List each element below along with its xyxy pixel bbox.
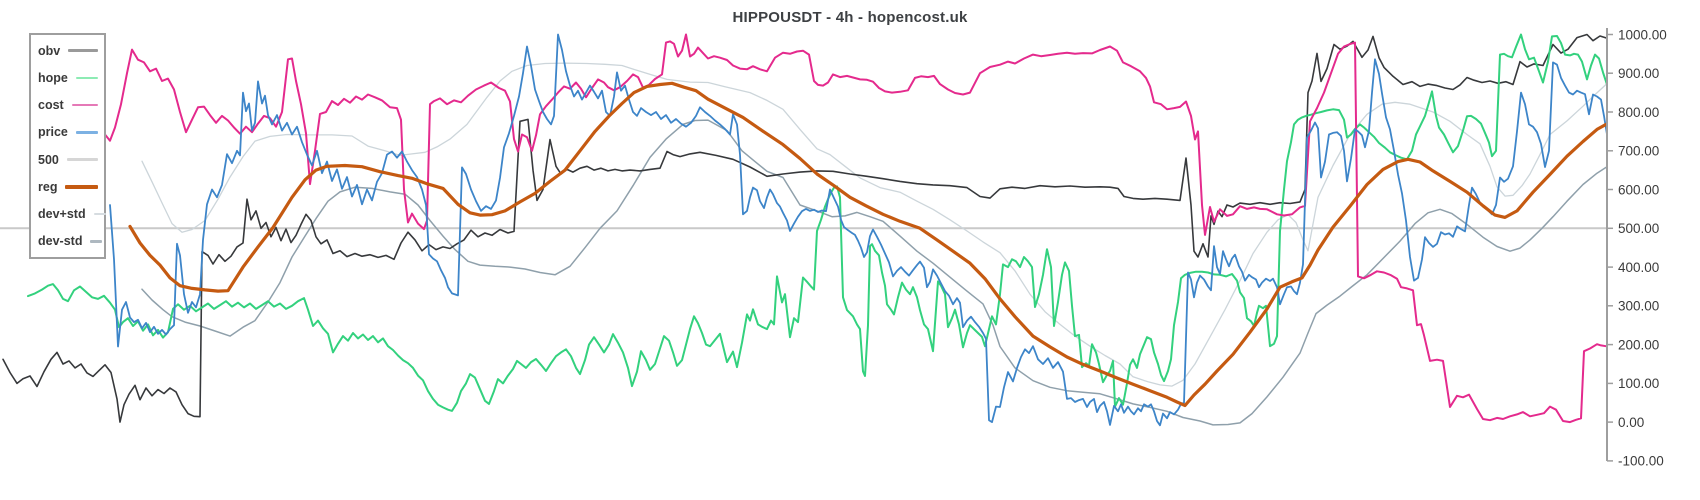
legend-label-dev+std: dev+std (38, 207, 86, 222)
legend-item-price[interactable]: price (31, 119, 104, 145)
legend-line-sample-dev+std (93, 212, 106, 216)
legend-item-cost[interactable]: cost (31, 92, 104, 118)
legend-label-reg: reg (38, 179, 58, 194)
y-axis-tick-label: 400.00 (1618, 260, 1659, 275)
legend-line-sample-obv (68, 49, 98, 52)
y-axis-tick-label: 0.00 (1618, 415, 1644, 430)
series-line-dev+std (141, 62, 1607, 387)
legend-label-hope: hope (38, 70, 68, 85)
legend-line-sample-500 (66, 158, 98, 161)
legend-item-obv[interactable]: obv (31, 38, 104, 64)
legend-line-sample-hope (75, 76, 98, 80)
legend-label-500: 500 (38, 152, 59, 167)
legend-line-sample-cost (71, 103, 98, 107)
legend-label-obv: obv (38, 43, 61, 58)
legend-line-sample-dev-std (90, 240, 103, 243)
y-axis-tick-label: 100.00 (1618, 376, 1659, 391)
y-axis-tick-label: 700.00 (1618, 144, 1659, 159)
legend-item-dev+std[interactable]: dev+std (31, 201, 106, 227)
y-axis-tick-label: 1000.00 (1618, 27, 1667, 42)
legend-item-reg[interactable]: reg (31, 174, 104, 200)
legend-line-sample-price (75, 131, 98, 134)
y-axis-tick-label: 800.00 (1618, 105, 1659, 120)
series-line-price (109, 33, 1608, 427)
legend-item-dev-std[interactable]: dev-std (31, 228, 104, 254)
legend-item-500[interactable]: 500 (31, 147, 104, 173)
y-axis-tick-label: 300.00 (1618, 299, 1659, 314)
legend-label-dev-std: dev-std (38, 234, 83, 249)
legend-line-sample-reg (65, 185, 98, 189)
y-axis-tick-label: 600.00 (1618, 182, 1659, 197)
series-line-cost (104, 33, 1607, 424)
y-axis-tick-label: 900.00 (1618, 66, 1659, 81)
series-line-dev-std (141, 119, 1607, 426)
chart-title: HIPPOUSDT - 4h - hopencost.uk (732, 9, 968, 26)
y-axis-tick-label: 200.00 (1618, 337, 1659, 352)
y-axis-tick-label: 500.00 (1618, 221, 1659, 236)
legend: obv hope cost price 500 reg dev+std dev-std (29, 33, 106, 259)
legend-label-price: price (38, 125, 68, 140)
series-line-reg (128, 81, 1608, 408)
legend-item-hope[interactable]: hope (31, 65, 104, 91)
legend-label-cost: cost (38, 98, 64, 113)
y-axis-tick-label: -100.00 (1618, 454, 1664, 469)
series-line-hope (27, 33, 1608, 412)
